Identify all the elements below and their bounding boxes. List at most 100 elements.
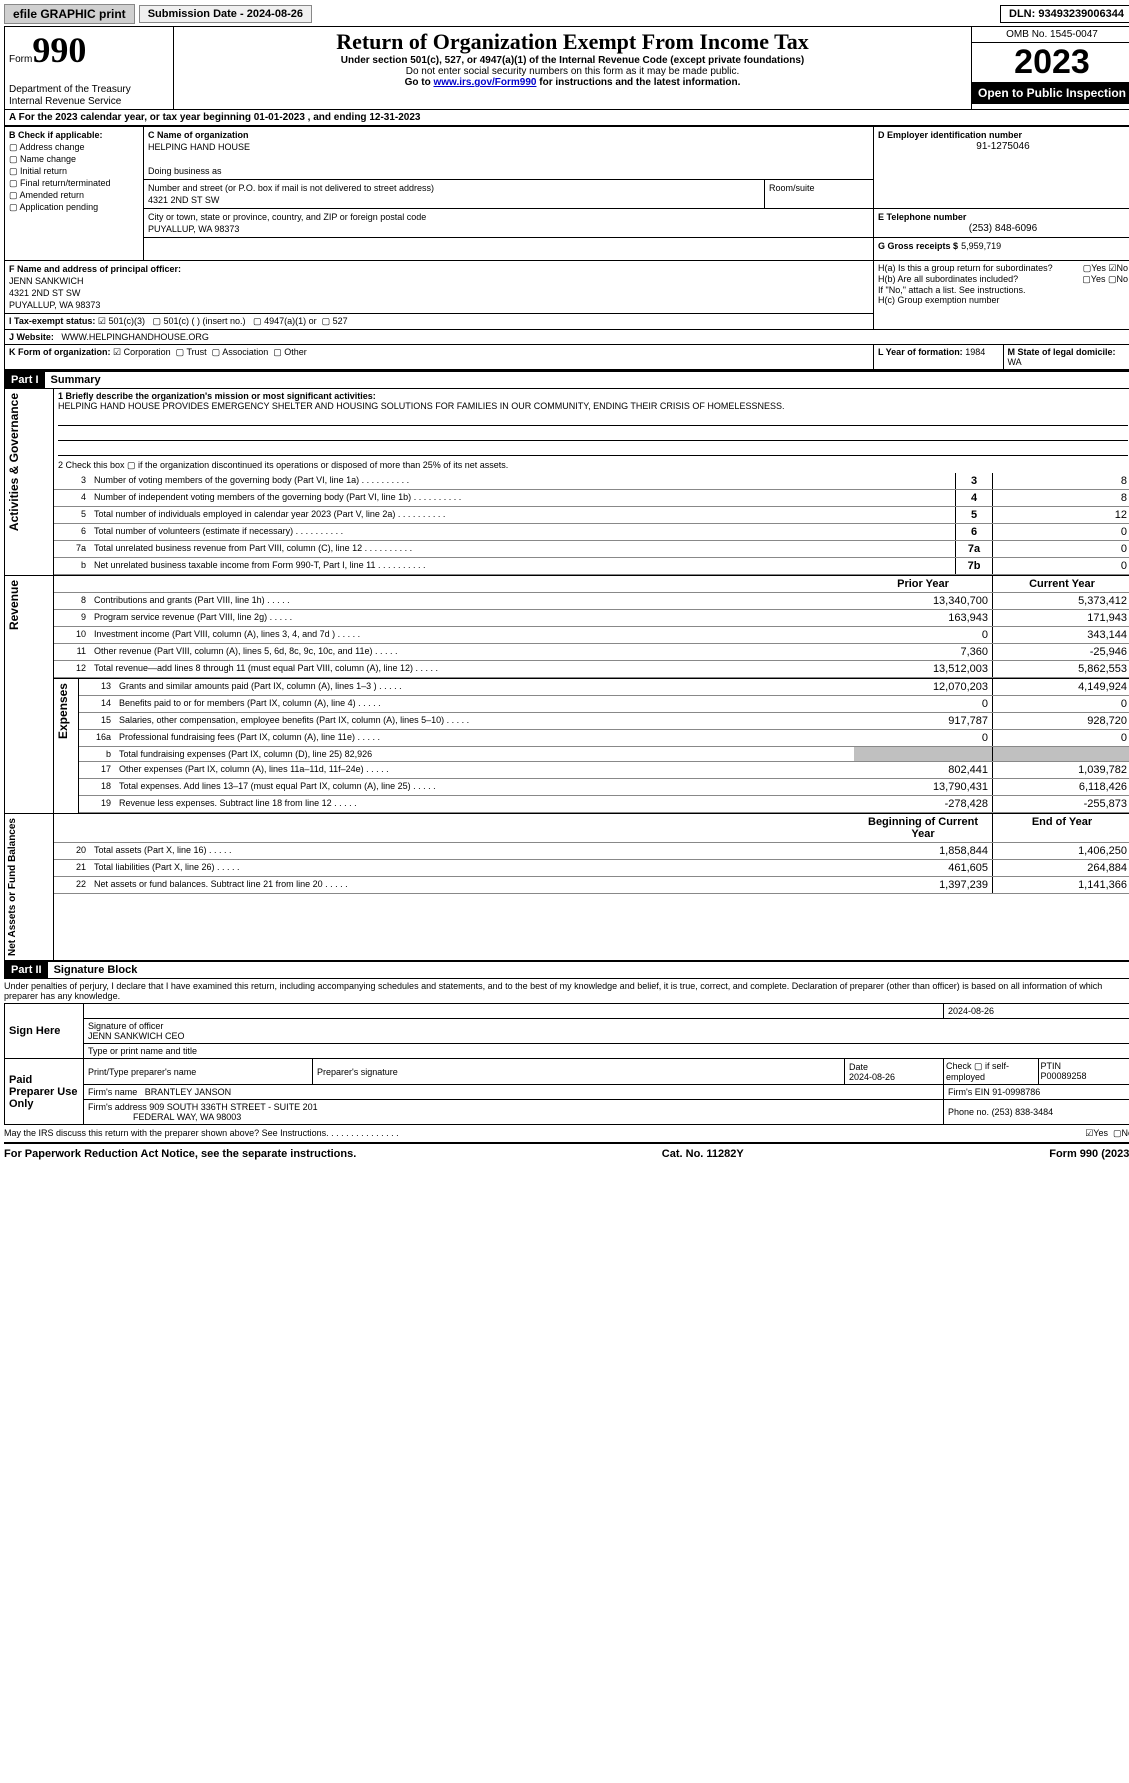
ha-label: H(a) Is this a group return for subordin… xyxy=(878,263,1053,274)
ha-yes[interactable]: ▢Yes xyxy=(1083,263,1106,273)
year-formation: 1984 xyxy=(965,347,985,357)
form-title: Return of Organization Exempt From Incom… xyxy=(178,29,967,55)
summary-line: 6Total number of volunteers (estimate if… xyxy=(54,524,1129,541)
sign-here-label: Sign Here xyxy=(5,1004,84,1059)
self-employed-check[interactable]: Check ▢ if self-employed xyxy=(944,1059,1039,1084)
summary-line: 17Other expenses (Part IX, column (A), l… xyxy=(79,762,1129,779)
hb-note: If "No," attach a list. See instructions… xyxy=(878,285,1128,295)
section-g-label: G Gross receipts $ xyxy=(878,241,958,251)
hb-label: H(b) Are all subordinates included? xyxy=(878,274,1018,285)
part-i-title: Summary xyxy=(45,374,101,386)
ptin: P00089258 xyxy=(1041,1071,1087,1081)
netassets-lines: Beginning of Current YearEnd of Year xyxy=(54,814,1129,843)
hc-label: H(c) Group exemption number xyxy=(878,295,1128,305)
opt-final-return[interactable]: ▢ Final return/terminated xyxy=(9,178,111,188)
opt-application-pending[interactable]: ▢ Application pending xyxy=(9,202,98,212)
form-footer: Form 990 (2023) xyxy=(1049,1148,1129,1160)
summary-line: 5Total number of individuals employed in… xyxy=(54,507,1129,524)
summary-line: 20Total assets (Part X, line 16) . . . .… xyxy=(54,843,1129,860)
hb-yes[interactable]: ▢Yes xyxy=(1082,274,1105,284)
officer-name-title: JENN SANKWICH CEO xyxy=(88,1031,185,1041)
dln: DLN: 93493239006344 xyxy=(1000,5,1129,23)
cat-no: Cat. No. 11282Y xyxy=(662,1148,744,1160)
summary-line: 13Grants and similar amounts paid (Part … xyxy=(79,679,1129,696)
entity-block: B Check if applicable: ▢ Address change … xyxy=(4,126,1129,370)
vlabel-governance: Activities & Governance xyxy=(5,389,23,535)
prep-name-label: Print/Type preparer's name xyxy=(84,1059,313,1085)
part-ii-header: Part II xyxy=(5,962,48,978)
form-label: Form xyxy=(9,54,32,65)
summary-line: 9Program service revenue (Part VIII, lin… xyxy=(54,610,1129,627)
gross-receipts: 5,959,719 xyxy=(961,241,1001,251)
prep-sig-label: Preparer's signature xyxy=(313,1059,845,1085)
section-b-label: B Check if applicable: xyxy=(9,130,103,140)
hdr-current: Current Year xyxy=(993,576,1129,593)
section-e-label: E Telephone number xyxy=(878,212,966,222)
discuss-question: May the IRS discuss this return with the… xyxy=(4,1128,329,1138)
line1-text: HELPING HAND HOUSE PROVIDES EMERGENCY SH… xyxy=(58,401,1128,411)
section-c-name-label: C Name of organization xyxy=(148,130,249,140)
ssn-note: Do not enter social security numbers on … xyxy=(178,66,967,77)
goto-pre: Go to xyxy=(405,77,434,88)
summary-line: 21Total liabilities (Part X, line 26) . … xyxy=(54,860,1129,877)
hdr-end: End of Year xyxy=(993,814,1129,843)
summary-line: 19Revenue less expenses. Subtract line 1… xyxy=(79,796,1129,813)
summary-line: 14Benefits paid to or for members (Part … xyxy=(79,696,1129,713)
section-i-label: I Tax-exempt status: xyxy=(9,316,95,326)
summary-line: 12Total revenue—add lines 8 through 11 (… xyxy=(54,661,1129,678)
open-to-public: Open to Public Inspection xyxy=(972,82,1129,104)
form-header: Form990 Department of the Treasury Inter… xyxy=(4,26,1129,110)
tax-4947[interactable]: ▢ 4947(a)(1) or xyxy=(253,316,317,326)
prep-date: 2024-08-26 xyxy=(849,1072,895,1082)
opt-address-change[interactable]: ▢ Address change xyxy=(9,142,85,152)
phone-label: Phone no. xyxy=(948,1107,989,1117)
tax-527[interactable]: ▢ 527 xyxy=(322,316,348,326)
summary-line: 4Number of independent voting members of… xyxy=(54,490,1129,507)
org-corp[interactable]: ☑ Corporation xyxy=(113,347,171,357)
part-ii-title: Signature Block xyxy=(48,964,138,976)
hb-no[interactable]: ▢No xyxy=(1108,274,1128,284)
state-domicile: WA xyxy=(1008,357,1022,367)
vlabel-revenue: Revenue xyxy=(5,576,23,634)
discuss-yes[interactable]: ☑Yes xyxy=(1085,1128,1108,1138)
firm-name: BRANTLEY JANSON xyxy=(145,1087,231,1097)
opt-initial-return[interactable]: ▢ Initial return xyxy=(9,166,67,176)
form-subtitle: Under section 501(c), 527, or 4947(a)(1)… xyxy=(178,55,967,66)
part-i: Part ISummary Activities & Governance 1 … xyxy=(4,370,1129,979)
efile-print-button[interactable]: efile GRAPHIC print xyxy=(4,4,135,24)
signature-block: Sign Here 2024-08-26 Signature of office… xyxy=(4,1003,1129,1125)
org-name: HELPING HAND HOUSE xyxy=(148,142,250,152)
goto-post: for instructions and the latest informat… xyxy=(536,77,740,88)
sig-officer-label: Signature of officer xyxy=(88,1021,163,1031)
tax-year: 2023 xyxy=(972,43,1129,82)
type-name-label: Type or print name and title xyxy=(84,1044,1129,1059)
sig-date: 2024-08-26 xyxy=(944,1004,1129,1019)
section-k-label: K Form of organization: xyxy=(9,347,111,357)
summary-line: bTotal fundraising expenses (Part IX, co… xyxy=(79,747,1129,762)
opt-amended-return[interactable]: ▢ Amended return xyxy=(9,190,84,200)
summary-line: 18Total expenses. Add lines 13–17 (must … xyxy=(79,779,1129,796)
discuss-no[interactable]: ▢No xyxy=(1113,1128,1129,1138)
vlabel-expenses: Expenses xyxy=(54,679,72,743)
tax-501c[interactable]: ▢ 501(c) ( ) (insert no.) xyxy=(152,316,245,326)
section-m-label: M State of legal domicile: xyxy=(1008,347,1116,357)
ha-no[interactable]: ☑No xyxy=(1108,263,1128,273)
summary-line: 11Other revenue (Part VIII, column (A), … xyxy=(54,644,1129,661)
org-trust[interactable]: ▢ Trust xyxy=(176,347,207,357)
hdr-begin: Beginning of Current Year xyxy=(854,814,993,843)
form-number: 990 xyxy=(32,30,86,70)
firm-ein: 91-0998786 xyxy=(992,1087,1040,1097)
ein: 91-1275046 xyxy=(878,141,1128,152)
tax-501c3[interactable]: ☑ 501(c)(3) xyxy=(98,316,145,326)
governance-lines: 3Number of voting members of the governi… xyxy=(54,473,1129,575)
topbar: efile GRAPHIC print Submission Date - 20… xyxy=(4,4,1129,24)
phone: (253) 838-3484 xyxy=(992,1107,1054,1117)
summary-line: 15Salaries, other compensation, employee… xyxy=(79,713,1129,730)
goto-link[interactable]: www.irs.gov/Form990 xyxy=(433,77,536,88)
summary-line: 7aTotal unrelated business revenue from … xyxy=(54,541,1129,558)
org-assoc[interactable]: ▢ Association xyxy=(212,347,269,357)
opt-name-change[interactable]: ▢ Name change xyxy=(9,154,76,164)
section-j-label: J Website: xyxy=(9,332,54,342)
org-other[interactable]: ▢ Other xyxy=(273,347,307,357)
paperwork-notice: For Paperwork Reduction Act Notice, see … xyxy=(4,1148,356,1160)
